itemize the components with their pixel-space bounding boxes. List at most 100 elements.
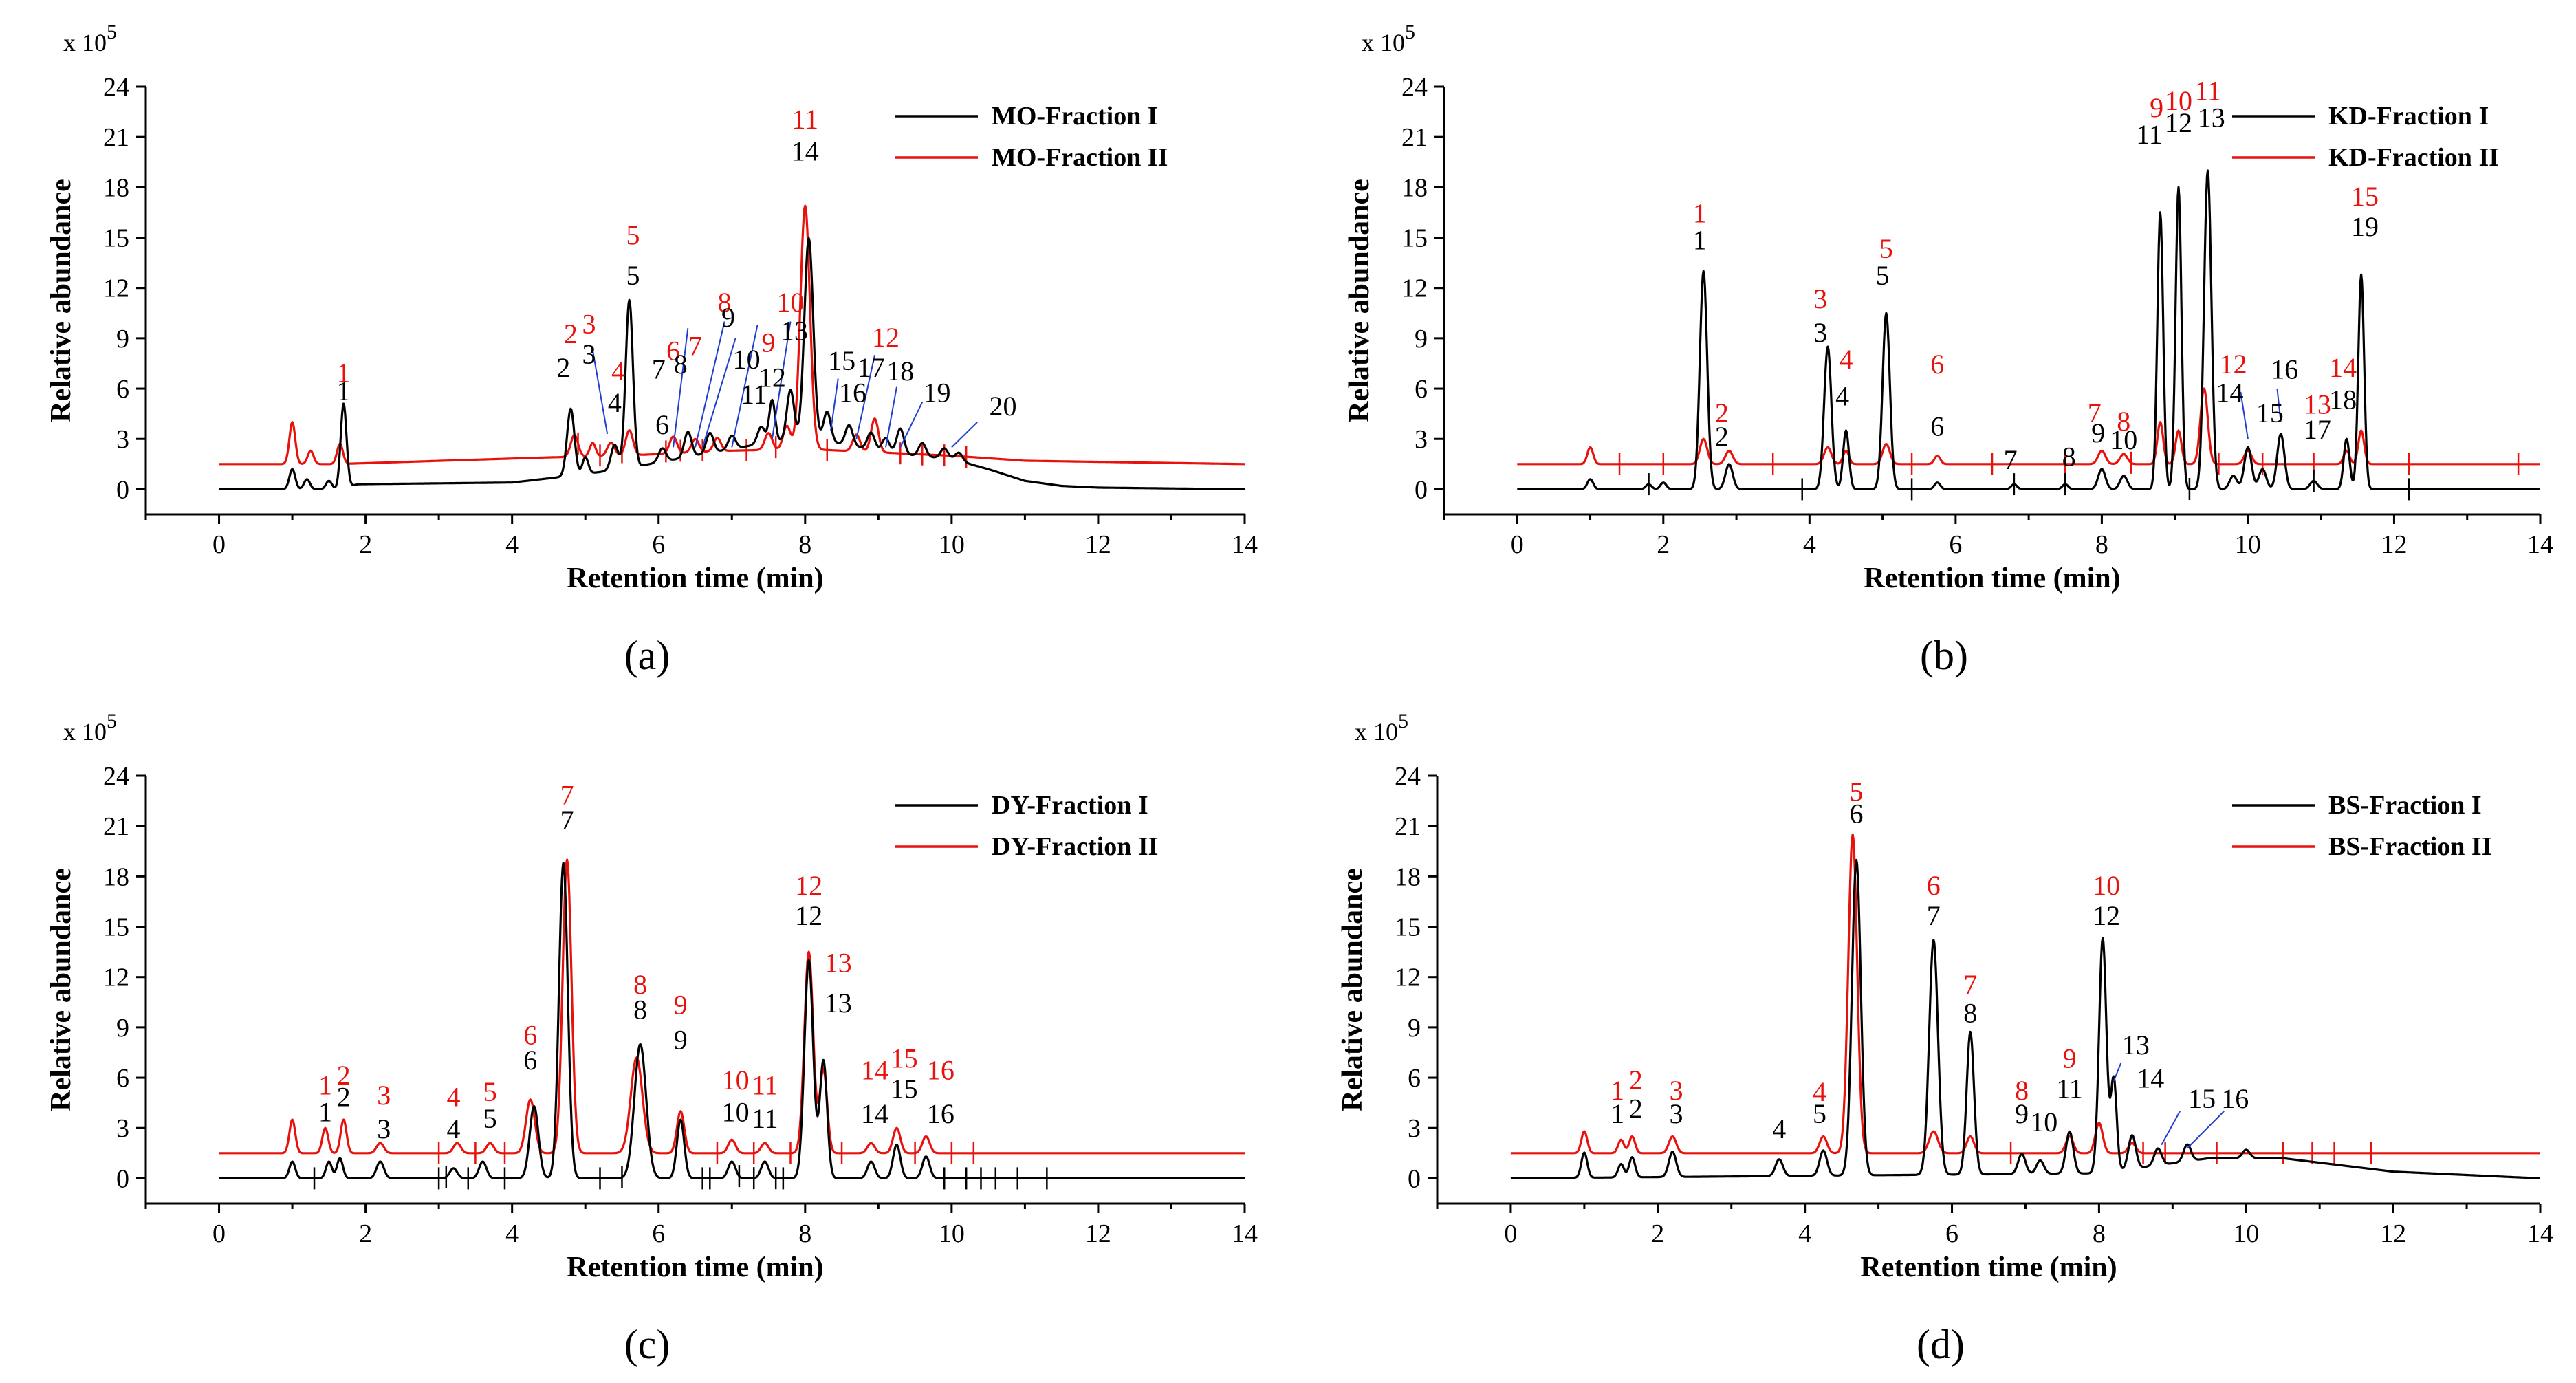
y-axis-title: Relative abundance	[1337, 868, 1368, 1111]
peak-label: 19	[2351, 211, 2379, 242]
peak-leader-line	[951, 422, 978, 448]
x-tick-label: 14	[2527, 1219, 2553, 1248]
peak-label: 6	[523, 1019, 537, 1050]
peak-label: 12	[758, 362, 786, 393]
peak-label: 11	[752, 1069, 778, 1100]
peak-label: 14	[861, 1098, 888, 1129]
y-tick-label: 12	[103, 963, 129, 992]
peak-leader-line	[830, 378, 839, 431]
peak-label: 16	[839, 378, 866, 409]
peak-label: 13	[781, 315, 808, 346]
y-scale-exponent: 5	[107, 710, 117, 732]
y-tick-label: 6	[1415, 375, 1428, 404]
legend-label: BS-Fraction II	[2328, 832, 2492, 861]
x-tick-label: 12	[2381, 530, 2407, 559]
x-axis-title: Retention time (min)	[1864, 563, 2120, 594]
series-fraction-2-trace	[1516, 387, 2541, 466]
x-tick-label: 14	[1232, 1219, 1258, 1248]
y-tick-label: 18	[103, 862, 129, 891]
peak-label: 2	[564, 318, 578, 349]
peak-leader-line	[2240, 391, 2249, 439]
peak-label: 2	[1715, 421, 1729, 452]
panel-label: (c)	[624, 1322, 670, 1367]
legend-label: DY-Fraction II	[992, 832, 1158, 861]
peak-label: 9	[2150, 92, 2163, 123]
peak-label: 2	[1629, 1065, 1643, 1096]
peak-label: 12	[2220, 349, 2247, 380]
peak-label: 2	[337, 1060, 351, 1091]
peak-label: 1	[337, 375, 351, 406]
y-axis-title: Relative abundance	[45, 868, 77, 1111]
peak-label: 11	[2136, 119, 2163, 150]
peak-leader-line	[899, 402, 924, 448]
legend-label: KD-Fraction II	[2328, 143, 2499, 172]
y-tick-label: 24	[103, 762, 129, 791]
peak-label: 13	[2122, 1030, 2150, 1060]
peak-label: 5	[1876, 260, 1890, 291]
peak-label: 2	[1715, 398, 1729, 428]
peak-leader-line	[2113, 1062, 2122, 1082]
peak-label: 9	[2091, 417, 2105, 448]
x-tick-label: 2	[359, 1219, 372, 1248]
peak-label: 16	[927, 1098, 954, 1129]
x-tick-label: 0	[1504, 1219, 1517, 1248]
peak-label: 3	[1670, 1098, 1683, 1129]
peak-label: 8	[2117, 406, 2130, 437]
peak-label: 4	[1813, 1076, 1826, 1107]
series-fraction-2-trace	[219, 204, 1245, 466]
peak-label: 11	[2194, 76, 2221, 107]
series-fraction-1-trace	[1510, 858, 2541, 1180]
peak-label: 3	[377, 1113, 391, 1144]
peak-label: 6	[1850, 798, 1864, 829]
x-tick-label: 0	[212, 530, 226, 559]
peak-label: 7	[2004, 444, 2018, 475]
peak-label: 6	[666, 336, 680, 367]
x-tick-label: 2	[1651, 1219, 1664, 1248]
x-tick-label: 0	[1511, 530, 1524, 559]
y-tick-label: 15	[1395, 913, 1421, 942]
peak-leader-line	[701, 338, 736, 448]
series-fraction-2-trace	[1510, 833, 2541, 1155]
peak-label: 9	[2015, 1098, 2029, 1129]
x-tick-label: 6	[652, 530, 665, 559]
legend-label: BS-Fraction I	[2328, 791, 2482, 820]
peak-label: 15	[2351, 181, 2379, 212]
peak-label: 12	[2093, 900, 2120, 931]
y-axis-title: Relative abundance	[45, 179, 77, 422]
peak-label: 14	[2216, 378, 2243, 409]
y-tick-label: 24	[1395, 762, 1421, 791]
y-tick-label: 3	[1408, 1114, 1421, 1143]
peak-label: 1	[1693, 198, 1707, 229]
peak-label: 5	[483, 1076, 497, 1107]
x-axis-title: Retention time (min)	[567, 563, 823, 594]
peak-label: 3	[1670, 1075, 1683, 1106]
y-tick-label: 0	[1408, 1164, 1421, 1193]
peak-label: 4	[446, 1082, 460, 1113]
y-tick-label: 9	[116, 325, 129, 353]
peak-label: 12	[2165, 107, 2192, 138]
y-tick-label: 18	[1401, 173, 1428, 202]
y-tick-label: 6	[1408, 1064, 1421, 1093]
y-tick-label: 9	[1415, 325, 1428, 353]
peak-label: 13	[2198, 102, 2225, 133]
peak-label: 4	[1839, 344, 1853, 375]
peak-leader-line	[2187, 1111, 2225, 1149]
peak-label: 5	[1850, 776, 1864, 807]
y-tick-label: 21	[103, 812, 129, 841]
peak-label: 13	[825, 988, 852, 1019]
x-tick-label: 12	[1085, 530, 1111, 559]
peak-leader-line	[591, 349, 609, 435]
peak-label: 14	[861, 1054, 888, 1085]
peak-label: 7	[2088, 398, 2102, 428]
peak-label: 10	[733, 344, 761, 375]
y-tick-label: 0	[116, 475, 129, 504]
peak-leader-line	[731, 325, 758, 448]
y-axis-title: Relative abundance	[1344, 179, 1375, 422]
peak-label: 5	[483, 1103, 497, 1134]
peak-label: 1	[318, 1096, 332, 1127]
y-tick-label: 6	[116, 1064, 129, 1093]
peak-label: 18	[2329, 384, 2357, 415]
series-fraction-1-trace	[1516, 169, 2541, 491]
peak-label: 1	[337, 357, 351, 388]
y-tick-label: 3	[116, 425, 129, 454]
